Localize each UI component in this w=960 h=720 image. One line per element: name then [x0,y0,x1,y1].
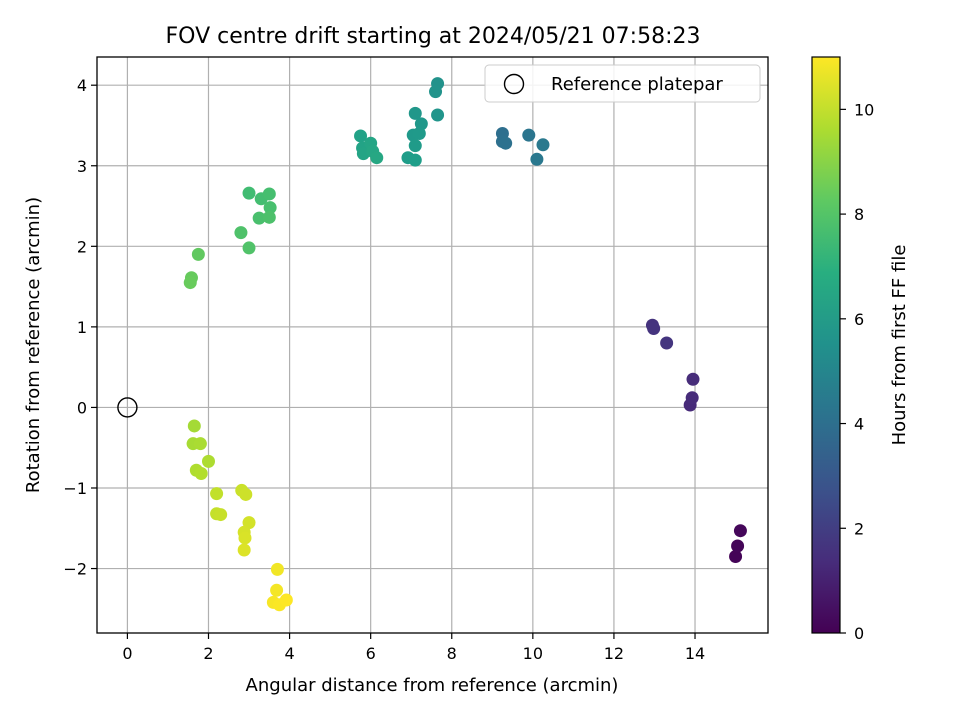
colorbar-tick-label: 10 [854,100,874,119]
data-point [237,543,251,557]
data-point [262,210,276,224]
y-axis-ticks: −2 −1 0 1 2 3 4 [63,76,97,579]
data-point [729,549,743,563]
x-tick-label: 6 [366,644,376,663]
legend-label: Reference platepar [551,74,723,95]
data-point [252,211,266,225]
data-point [201,454,215,468]
x-tick-label: 12 [604,644,624,663]
data-point [194,466,208,480]
data-point [183,276,197,290]
data-point [234,226,248,240]
plot-frame [96,56,769,634]
y-tick-label: −2 [63,560,87,579]
data-point [279,593,293,607]
data-point [193,437,207,451]
data-point [191,247,205,261]
data-point [354,129,368,143]
data-point [242,241,256,255]
data-point [414,117,428,131]
legend-marker-icon [503,73,525,95]
data-point [733,524,747,538]
legend: Reference platepar [484,64,761,103]
colorbar-tick-label: 8 [854,205,864,224]
x-tick-label: 2 [203,644,213,663]
data-point [239,487,253,501]
chart-title: FOV centre drift starting at 2024/05/21 … [166,24,701,49]
data-point [685,391,699,405]
data-point [214,508,228,522]
data-point [210,487,224,501]
x-tick-label: 0 [122,644,132,663]
data-point [408,139,422,153]
reference-marker-group [117,397,138,418]
data-point [686,372,700,386]
data-point [429,85,443,99]
colorbar-title: Hours from first FF file [889,245,910,446]
x-tick-label: 4 [284,644,294,663]
x-tick-label: 14 [685,644,705,663]
data-points [183,77,747,612]
colorbar-tick-label: 0 [854,624,864,643]
colorbar-tick-label: 6 [854,310,864,329]
data-point [522,128,536,142]
x-tick-label: 10 [523,644,543,663]
y-axis-title: Rotation from reference (arcmin) [23,197,44,493]
data-point [536,138,550,152]
data-point [731,539,745,553]
data-point [660,336,674,350]
colorbar-frame [811,56,841,634]
y-tick-label: 3 [77,157,87,176]
grid-lines [97,57,768,633]
x-axis-ticks: 0 2 4 6 8 10 12 14 [122,633,705,663]
data-point [412,127,426,141]
data-point [270,562,284,576]
colorbar: 0 2 4 6 8 10 Hours from first FF file [811,56,910,643]
data-point [238,531,252,545]
colorbar-tick-label: 2 [854,519,864,538]
data-point [499,136,513,150]
colorbar-gradient [812,57,840,633]
data-point [370,151,384,165]
data-point [647,321,661,335]
y-tick-label: 0 [77,398,87,417]
reference-marker [117,397,138,418]
data-point [242,516,256,530]
data-point [187,419,201,433]
y-tick-label: 2 [77,237,87,256]
data-point [530,152,544,166]
legend-box [484,64,761,103]
data-point [270,583,284,597]
data-point [431,108,445,122]
data-point [408,106,422,120]
x-axis-title: Angular distance from reference (arcmin) [246,675,619,696]
y-tick-label: −1 [63,479,87,498]
y-tick-label: 4 [77,76,87,95]
data-point [263,201,277,215]
y-tick-label: 1 [77,318,87,337]
data-point [408,153,422,167]
colorbar-ticks: 0 2 4 6 8 10 [840,100,874,643]
data-point [262,187,276,201]
colorbar-tick-label: 4 [854,415,864,434]
x-tick-label: 8 [447,644,457,663]
data-point [242,186,256,200]
